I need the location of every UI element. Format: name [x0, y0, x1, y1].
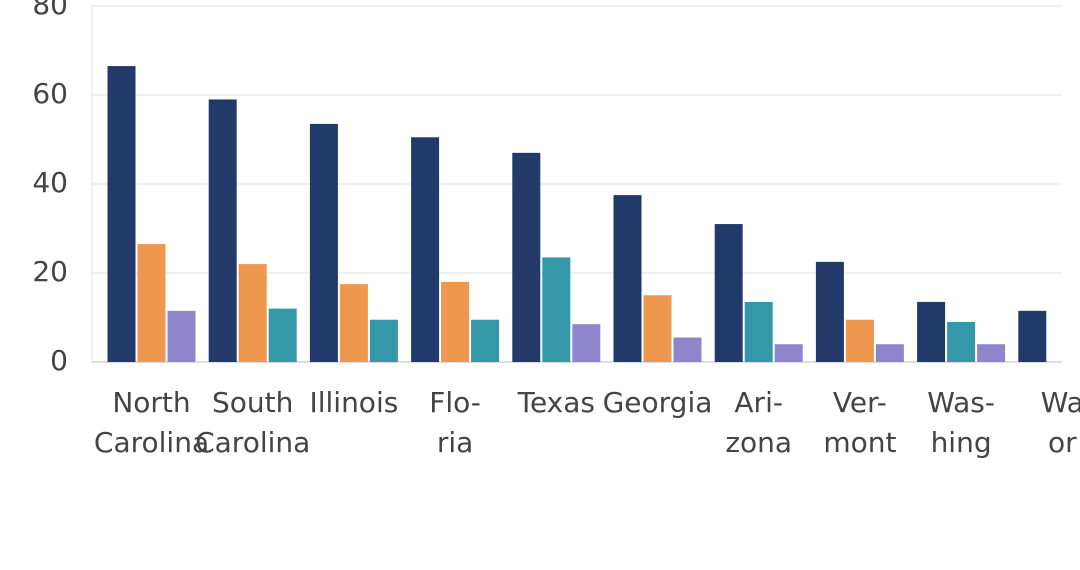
bar: [542, 257, 571, 362]
x-tick-label: Ver- mont: [823, 386, 897, 459]
bar: [815, 261, 844, 362]
x-tick-label: Flo- ria: [429, 386, 481, 459]
bar: [137, 244, 166, 362]
bar: [238, 264, 267, 362]
bar: [643, 295, 672, 362]
bar: [369, 319, 398, 362]
bar: [441, 281, 470, 362]
bar: [744, 301, 773, 362]
bar: [774, 344, 803, 362]
bar: [875, 344, 904, 362]
y-tick-label: 60: [32, 77, 68, 110]
bar: [512, 152, 541, 362]
bar: [268, 308, 297, 362]
bar: [107, 66, 136, 362]
y-tick-label: 0: [50, 344, 68, 377]
x-tick-label: Ari- zona: [725, 386, 793, 459]
bar: [613, 195, 642, 362]
bar: [572, 324, 601, 362]
bar: [208, 99, 237, 362]
y-tick-label: 20: [32, 255, 68, 288]
y-tick-label: 40: [32, 166, 68, 199]
bar: [339, 284, 368, 362]
bar: [673, 337, 702, 362]
x-tick-label: Illinois: [309, 386, 399, 419]
bar: [167, 310, 196, 362]
x-tick-label: Wa or: [1040, 386, 1080, 459]
bar: [471, 319, 500, 362]
x-tick-label: North Carolina: [93, 386, 210, 459]
bar: [845, 319, 874, 362]
x-tick-label: Georgia: [602, 386, 713, 419]
bar: [309, 123, 338, 362]
x-tick-label: Texas: [517, 386, 595, 419]
bar: [977, 344, 1006, 362]
bar: [714, 224, 743, 362]
x-tick-label: South Carolina: [195, 386, 311, 459]
x-tick-label: Was- hing: [927, 386, 995, 459]
bar: [947, 321, 976, 362]
bar: [411, 137, 440, 362]
y-tick-label: 80: [32, 0, 68, 21]
bar: [917, 301, 946, 362]
bar: [1018, 310, 1047, 362]
